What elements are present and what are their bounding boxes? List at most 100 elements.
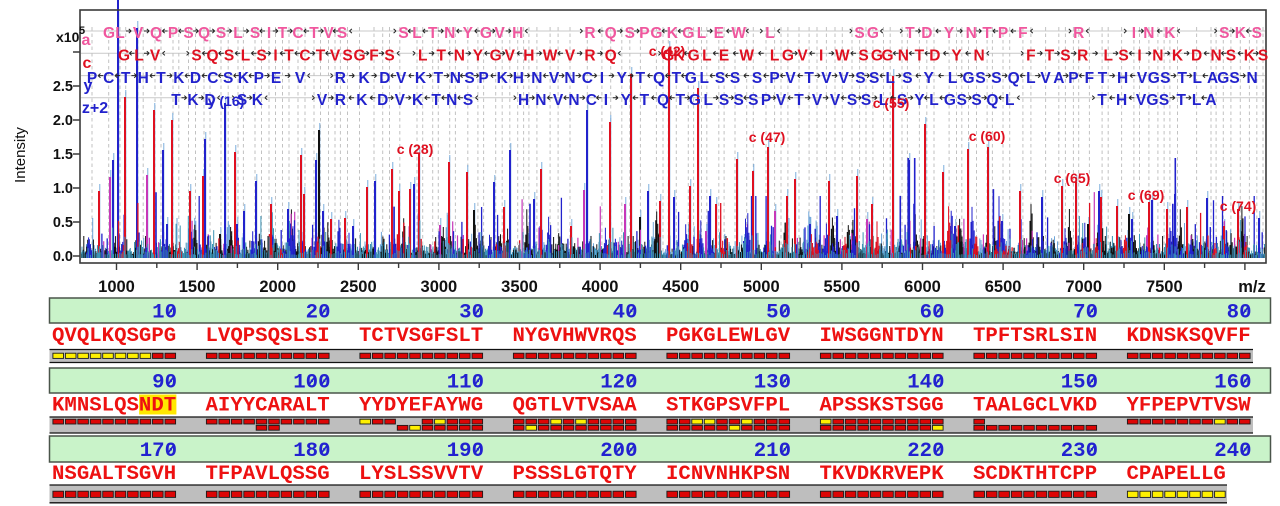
svg-text:C: C <box>582 70 593 87</box>
svg-text:KMNSLQSNDT: KMNSLQSNDT <box>52 395 176 418</box>
svg-text:Q: Q <box>605 48 617 65</box>
svg-text:S: S <box>1258 48 1268 65</box>
svg-text:190: 190 <box>447 440 484 463</box>
svg-text:S: S <box>1219 25 1229 42</box>
svg-text:L: L <box>697 25 706 42</box>
svg-text:F: F <box>1085 70 1094 87</box>
svg-text:c (55): c (55) <box>873 95 910 111</box>
svg-text:2.0: 2.0 <box>53 113 73 129</box>
svg-text:Q: Q <box>653 70 665 87</box>
svg-text:G: G <box>103 25 115 42</box>
svg-text:I: I <box>273 48 277 65</box>
svg-text:N: N <box>898 48 909 65</box>
svg-text:D: D <box>921 25 932 42</box>
svg-text:S: S <box>342 48 352 65</box>
svg-text:R: R <box>1077 48 1088 65</box>
svg-text:2.5: 2.5 <box>53 79 73 95</box>
svg-text:S: S <box>191 48 201 65</box>
svg-text:H: H <box>518 92 529 109</box>
svg-text:L: L <box>241 48 250 65</box>
svg-text:H: H <box>523 48 534 65</box>
svg-text:W: W <box>543 48 558 65</box>
svg-text:S: S <box>625 25 635 42</box>
svg-text:10: 10 <box>152 302 177 325</box>
svg-text:S: S <box>957 92 967 109</box>
svg-text:G: G <box>480 25 492 42</box>
svg-text:P: P <box>639 25 649 42</box>
svg-text:G: G <box>1217 70 1229 87</box>
svg-text:H: H <box>512 25 523 42</box>
svg-text:6500: 6500 <box>985 278 1022 296</box>
svg-text:Y: Y <box>621 92 632 109</box>
svg-text:Q: Q <box>657 92 669 109</box>
svg-text:60: 60 <box>920 302 945 325</box>
svg-text:70: 70 <box>1073 302 1098 325</box>
svg-text:S: S <box>854 25 864 42</box>
svg-text:G: G <box>962 70 974 87</box>
svg-text:T: T <box>156 70 166 87</box>
svg-text:F: F <box>1018 25 1027 42</box>
svg-text:G: G <box>118 48 130 65</box>
svg-text:S: S <box>1118 48 1128 65</box>
svg-text:N: N <box>564 70 575 87</box>
svg-text:LVQPSQSLSI: LVQPSQSLSI <box>206 325 330 348</box>
svg-text:y (16): y (16) <box>208 93 245 109</box>
svg-text:5500: 5500 <box>824 278 861 296</box>
svg-text:G: G <box>490 48 502 65</box>
svg-text:L: L <box>699 70 708 87</box>
svg-text:S: S <box>384 48 394 65</box>
svg-text:N: N <box>531 70 542 87</box>
svg-text:S: S <box>730 70 740 87</box>
svg-text:F: F <box>1026 48 1035 65</box>
svg-text:G: G <box>682 25 694 42</box>
svg-text:T: T <box>309 25 319 42</box>
svg-text:P: P <box>168 25 178 42</box>
svg-text:S: S <box>847 92 857 109</box>
svg-text:V: V <box>317 92 328 109</box>
svg-text:W: W <box>835 48 850 65</box>
svg-text:G: G <box>871 48 883 65</box>
svg-text:T: T <box>640 92 650 109</box>
svg-text:220: 220 <box>907 440 944 463</box>
svg-text:E: E <box>714 25 724 42</box>
svg-text:S: S <box>902 70 912 87</box>
svg-text:Q: Q <box>150 25 162 42</box>
svg-text:a: a <box>82 32 91 49</box>
svg-text:S: S <box>237 92 247 109</box>
svg-text:V: V <box>396 70 407 87</box>
svg-text:K: K <box>187 92 199 109</box>
svg-text:V: V <box>133 25 144 42</box>
svg-text:APSSKSTSGG: APSSKSTSGG <box>820 395 944 418</box>
svg-text:NYGVHWVRQS: NYGVHWVRQS <box>513 325 637 348</box>
svg-text:Y: Y <box>617 70 628 87</box>
svg-text:1.0: 1.0 <box>53 181 73 197</box>
svg-text:Q: Q <box>605 25 617 42</box>
svg-text:4500: 4500 <box>662 278 699 296</box>
svg-text:L: L <box>1192 70 1201 87</box>
svg-text:N: N <box>535 92 546 109</box>
svg-text:C: C <box>292 25 303 42</box>
svg-text:W: W <box>739 48 754 65</box>
svg-text:L: L <box>233 25 242 42</box>
svg-text:S: S <box>858 48 868 65</box>
svg-text:170: 170 <box>140 440 177 463</box>
svg-text:R: R <box>335 70 346 87</box>
svg-text:T: T <box>121 70 131 87</box>
svg-text:z+2: z+2 <box>82 100 108 117</box>
svg-text:PSSSLGTQTY: PSSSLGTQTY <box>513 463 638 486</box>
svg-text:L: L <box>1026 70 1035 87</box>
svg-text:Y: Y <box>951 48 962 65</box>
svg-text:V: V <box>1040 70 1051 87</box>
svg-text:G: G <box>881 48 893 65</box>
svg-text:T: T <box>284 48 294 65</box>
svg-text:YFPEPVTVSW: YFPEPVTVSW <box>1127 395 1252 418</box>
svg-text:TAALGCLVKD: TAALGCLVKD <box>973 395 1097 418</box>
svg-text:T: T <box>278 25 288 42</box>
svg-text:150: 150 <box>1061 372 1098 395</box>
svg-text:R: R <box>584 25 595 42</box>
svg-text:T: T <box>1045 48 1055 65</box>
svg-text:L: L <box>115 25 124 42</box>
svg-text:L: L <box>1192 92 1201 109</box>
svg-text:L: L <box>879 92 888 109</box>
svg-text:S: S <box>855 70 865 87</box>
